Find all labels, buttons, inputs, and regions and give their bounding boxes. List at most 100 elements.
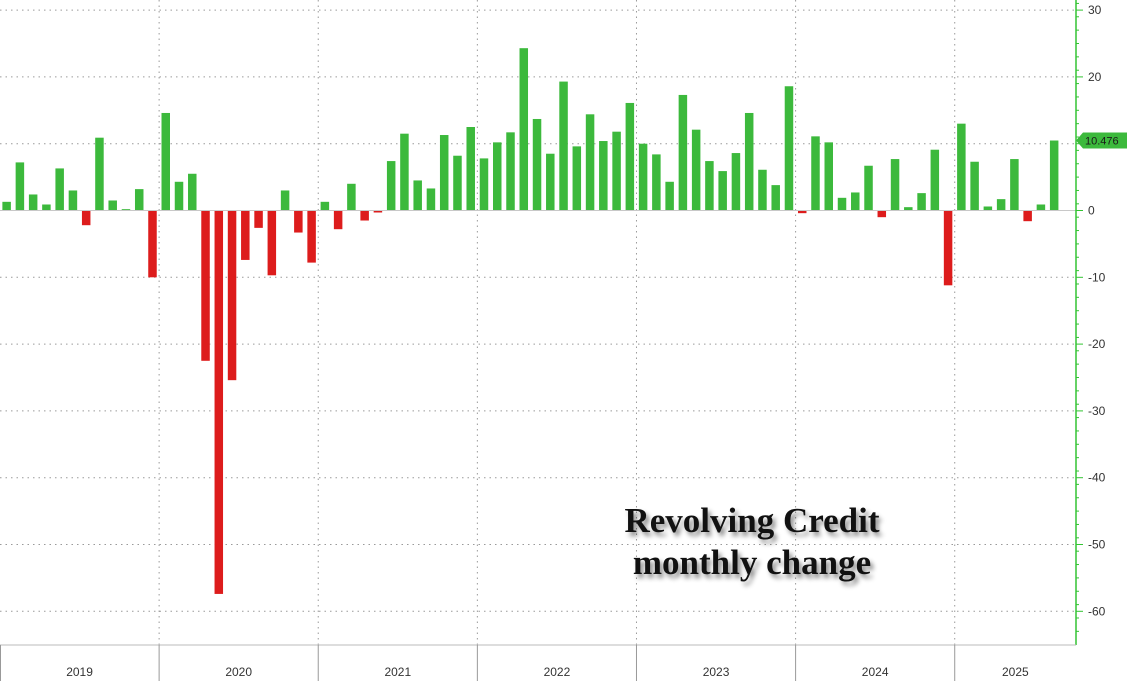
x-tick-label: 2020 [225, 665, 252, 679]
bar [413, 180, 422, 211]
bar [678, 94, 688, 211]
x-tick-label: 2021 [384, 665, 411, 679]
bar [294, 210, 303, 233]
bar [718, 171, 727, 211]
bar [227, 210, 237, 381]
bar [400, 133, 409, 211]
bar [797, 210, 807, 214]
bar [267, 210, 277, 276]
bar [426, 188, 436, 211]
bar [890, 159, 900, 211]
bar [214, 210, 224, 594]
last-value-flag [1076, 132, 1127, 149]
bar [572, 146, 582, 211]
bar [174, 181, 184, 211]
y-tick-label: -60 [1088, 604, 1106, 618]
x-tick-label: 2024 [862, 665, 889, 679]
bar [665, 181, 674, 211]
bar [108, 200, 117, 211]
bar [638, 143, 648, 211]
y-tick-label: -30 [1088, 404, 1106, 418]
y-axis: 3020100-10-20-30-40-50-60 [1075, 0, 1106, 645]
bar [479, 158, 489, 211]
bar [188, 173, 197, 211]
bar [904, 207, 913, 211]
bar [1023, 210, 1032, 222]
bar [439, 135, 449, 211]
bar [705, 161, 714, 211]
bar [453, 155, 462, 211]
bar [55, 168, 64, 211]
gridlines [0, 0, 1076, 645]
bar [824, 142, 833, 211]
bar [744, 112, 754, 211]
bar [943, 210, 953, 286]
bar [161, 112, 170, 211]
bar [386, 161, 396, 211]
bar [201, 210, 210, 361]
bar [1049, 140, 1059, 211]
bar [784, 86, 794, 211]
x-axis: 2019 2020 2021 2022 2023 2024 2025 [0, 644, 1076, 681]
bar [851, 192, 860, 211]
bar [1010, 159, 1019, 211]
bar [996, 199, 1006, 211]
bar [493, 142, 502, 211]
bar [81, 210, 91, 226]
bar [864, 165, 873, 211]
bar [930, 149, 940, 211]
bar [254, 210, 263, 228]
bar [95, 137, 104, 211]
bar [811, 136, 820, 211]
y-tick-label: -20 [1088, 337, 1106, 351]
y-tick-label: -40 [1088, 471, 1106, 485]
bar [652, 154, 661, 211]
bar [970, 161, 979, 211]
x-tick-label: 2025 [1002, 665, 1029, 679]
bar [877, 210, 887, 218]
bar [360, 210, 369, 221]
bar [2, 201, 11, 211]
chart-title-annotation: Revolving Credit monthly change [602, 500, 902, 584]
bar-series [2, 48, 1059, 594]
bar [15, 162, 25, 211]
y-tick-label: 20 [1088, 70, 1102, 84]
last-value-marker: 10.476 [1076, 132, 1127, 149]
bar [532, 118, 542, 211]
y-tick-label: -10 [1088, 270, 1106, 284]
bar [68, 190, 78, 211]
bar [758, 169, 767, 211]
bar [280, 190, 290, 211]
bar [42, 204, 51, 211]
bar [134, 189, 144, 211]
bar [691, 129, 701, 211]
bar [519, 48, 529, 211]
bar [333, 210, 343, 230]
bar [957, 123, 966, 211]
last-value-label: 10.476 [1085, 136, 1119, 148]
bar [585, 114, 595, 211]
y-tick-label: -50 [1088, 538, 1106, 552]
bar [771, 185, 780, 211]
bar [506, 132, 515, 211]
x-tick-label: 2023 [703, 665, 730, 679]
bar [307, 210, 316, 263]
bar [599, 141, 608, 211]
bar [837, 197, 847, 211]
bar [546, 153, 555, 211]
bar [148, 210, 157, 278]
bar [347, 183, 356, 211]
bar [983, 206, 993, 211]
bar [625, 102, 635, 211]
chart-title-line-1: Revolving Credit [624, 501, 880, 540]
bar [731, 153, 741, 211]
bar [373, 210, 383, 213]
bar [28, 194, 38, 211]
bar [612, 131, 621, 211]
y-tick-label: 30 [1088, 3, 1102, 17]
bar [241, 210, 250, 260]
chart-title-line-2: monthly change [632, 543, 872, 582]
bar [1036, 204, 1046, 211]
x-tick-label: 2019 [66, 665, 93, 679]
